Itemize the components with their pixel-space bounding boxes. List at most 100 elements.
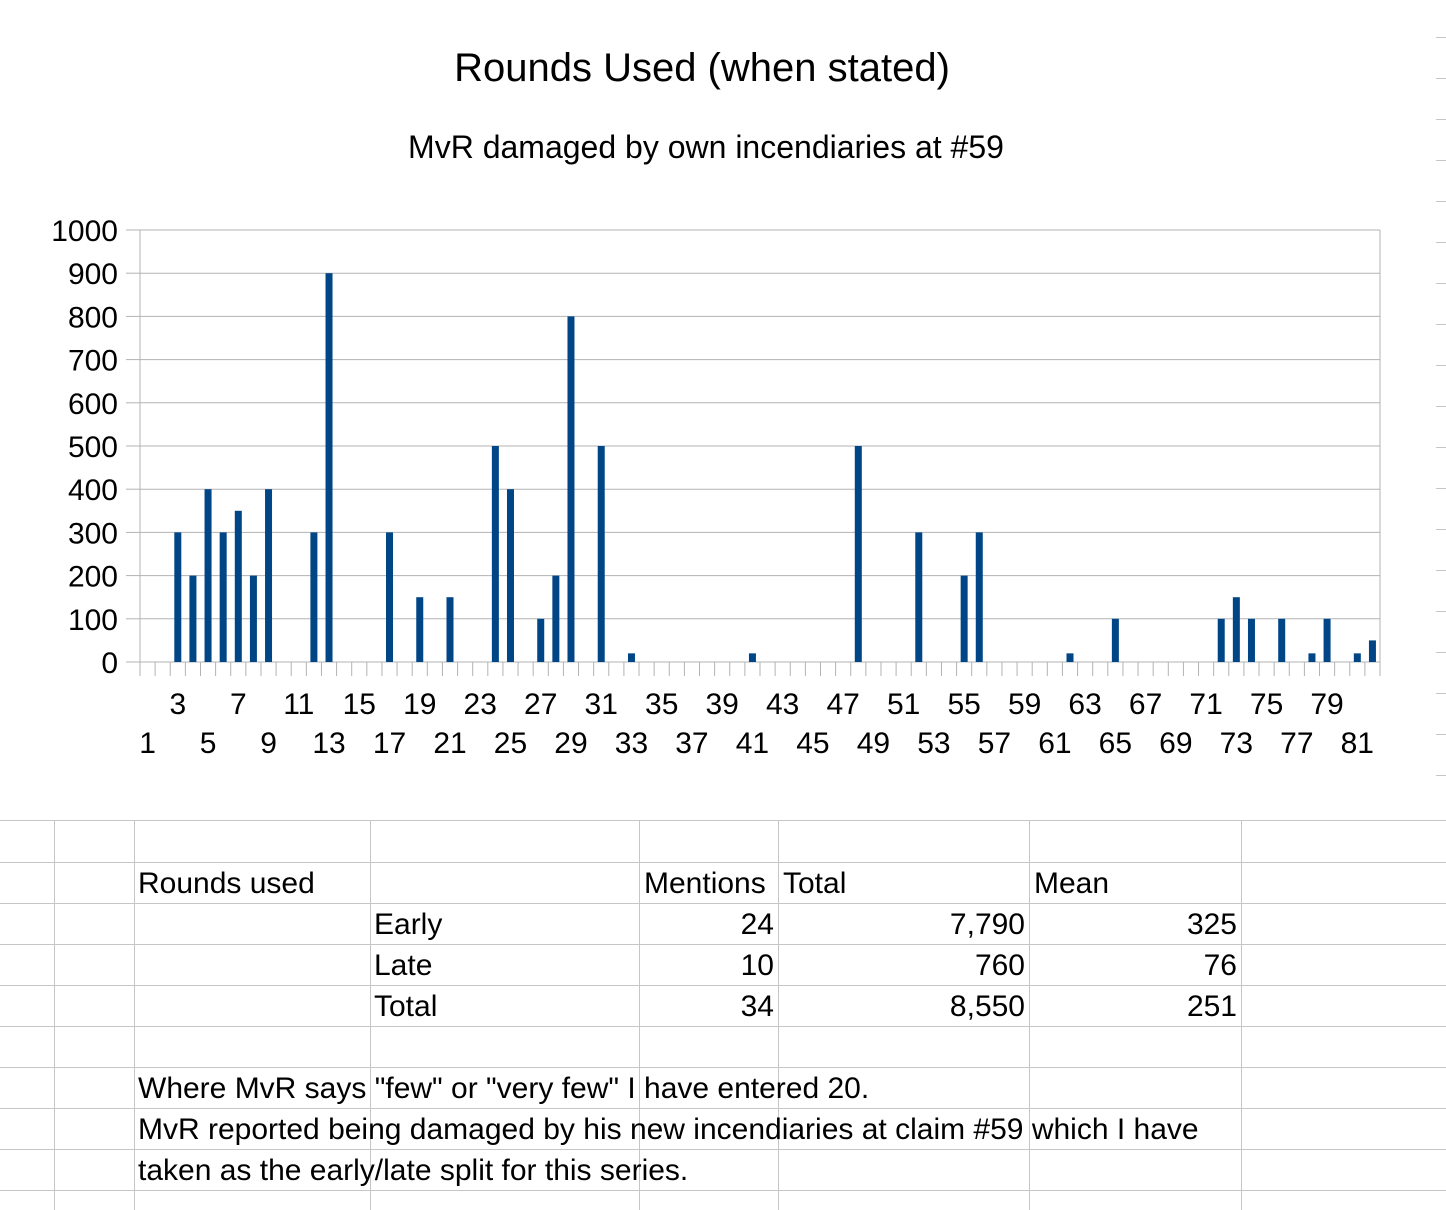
gridlines bbox=[139, 229, 1381, 663]
y-tick-label: 1000 bbox=[51, 215, 118, 248]
x-tick-label: 1 bbox=[139, 727, 156, 760]
grid-row-line bbox=[0, 1067, 1446, 1068]
y-tick-label: 600 bbox=[68, 388, 118, 421]
bar bbox=[1278, 618, 1286, 662]
bar bbox=[1111, 618, 1119, 662]
table-row-mentions[interactable]: 34 bbox=[740, 990, 774, 1023]
x-tick-label: 43 bbox=[766, 688, 799, 721]
grid-edge-tick bbox=[1436, 119, 1446, 120]
grid-col-line bbox=[134, 820, 135, 1210]
y-tick-label: 0 bbox=[101, 647, 118, 680]
table-row-label[interactable]: Early bbox=[374, 908, 443, 941]
grid-edge-tick bbox=[1436, 611, 1446, 612]
x-tick-label: 49 bbox=[857, 727, 890, 760]
bar bbox=[975, 532, 983, 662]
table-row-mentions[interactable]: 10 bbox=[740, 949, 774, 982]
x-tick-label: 73 bbox=[1220, 727, 1253, 760]
x-tick-label: 21 bbox=[433, 727, 466, 760]
x-tick-label: 11 bbox=[283, 688, 314, 721]
chart-title: Rounds Used (when stated) bbox=[454, 46, 950, 90]
grid-edge-tick bbox=[1436, 283, 1446, 284]
grid-edge-tick bbox=[1436, 365, 1446, 366]
x-tick-label: 69 bbox=[1159, 727, 1192, 760]
x-tick-label: 35 bbox=[645, 688, 678, 721]
x-tick-label: 41 bbox=[736, 727, 769, 760]
x-tick-label: 5 bbox=[200, 727, 217, 760]
y-tick-label: 100 bbox=[68, 604, 118, 637]
grid-col-line bbox=[778, 820, 779, 1210]
bar bbox=[597, 446, 605, 662]
grid-edge-tick bbox=[1436, 78, 1446, 79]
x-tick-label: 57 bbox=[978, 727, 1011, 760]
table-col-mean[interactable]: Mean bbox=[1034, 867, 1110, 900]
x-tick-label: 77 bbox=[1280, 727, 1313, 760]
note-line[interactable]: MvR reported being damaged by his new in… bbox=[138, 1113, 1199, 1146]
grid-col-line bbox=[639, 820, 640, 1210]
x-tick-label: 17 bbox=[373, 727, 406, 760]
y-tick-label: 500 bbox=[68, 431, 118, 464]
grid-edge-tick bbox=[1436, 734, 1446, 735]
grid-edge-tick bbox=[1436, 529, 1446, 530]
y-tick-label: 700 bbox=[68, 345, 118, 378]
grid-edge-tick bbox=[1436, 37, 1446, 38]
x-tick-label: 27 bbox=[524, 688, 557, 721]
table-row-total[interactable]: 760 bbox=[974, 949, 1025, 982]
grid-row-line bbox=[0, 944, 1446, 945]
x-tick-label: 71 bbox=[1189, 688, 1222, 721]
table-row-label[interactable]: Late bbox=[374, 949, 433, 982]
table-row-mean[interactable]: 325 bbox=[1186, 908, 1237, 941]
y-tick-label: 200 bbox=[68, 561, 118, 594]
bar bbox=[234, 510, 242, 662]
table-row-total[interactable]: 7,790 bbox=[949, 908, 1025, 941]
x-tick-label: 31 bbox=[585, 688, 618, 721]
x-tick-label: 65 bbox=[1099, 727, 1132, 760]
grid-edge-tick bbox=[1436, 447, 1446, 448]
grid-col-line bbox=[1029, 820, 1030, 1210]
grid-edge-tick bbox=[1436, 201, 1446, 202]
bar bbox=[1308, 653, 1316, 662]
table-row-label[interactable]: Total bbox=[374, 990, 438, 1023]
x-tick-label: 15 bbox=[343, 688, 376, 721]
grid-col-line bbox=[1241, 820, 1242, 1210]
bar bbox=[386, 532, 394, 662]
table-header-label[interactable]: Rounds used bbox=[138, 867, 315, 900]
x-tick-label: 9 bbox=[260, 727, 277, 760]
table-row-total[interactable]: 8,550 bbox=[949, 990, 1025, 1023]
bars bbox=[174, 273, 1376, 662]
bar bbox=[189, 575, 197, 662]
y-axis-ticks: 0 100 200 300 400 500 600 700 800 900 1000 bbox=[51, 215, 140, 680]
table-col-total[interactable]: Total bbox=[783, 867, 847, 900]
y-tick-label: 400 bbox=[68, 474, 118, 507]
grid-edge-tick bbox=[1436, 406, 1446, 407]
bar bbox=[325, 273, 333, 662]
bar bbox=[627, 653, 635, 662]
y-tick-label: 800 bbox=[68, 301, 118, 334]
grid-edge-tick bbox=[1436, 693, 1446, 694]
x-tick-label: 19 bbox=[403, 688, 436, 721]
grid-row-line bbox=[0, 820, 1446, 821]
table-row-mean[interactable]: 251 bbox=[1186, 990, 1237, 1023]
x-tick-label: 59 bbox=[1008, 688, 1041, 721]
x-tick-label: 33 bbox=[615, 727, 648, 760]
table-row-mentions[interactable]: 24 bbox=[740, 908, 774, 941]
grid-row-line bbox=[0, 903, 1446, 904]
bar bbox=[204, 489, 212, 662]
bar bbox=[249, 575, 257, 662]
grid-edge-tick bbox=[1436, 242, 1446, 243]
table-row-mean[interactable]: 76 bbox=[1203, 949, 1237, 982]
grid-row-line bbox=[0, 1190, 1446, 1191]
bar bbox=[552, 575, 560, 662]
bar bbox=[1217, 618, 1225, 662]
bar bbox=[537, 618, 545, 662]
grid-row-line bbox=[0, 985, 1446, 986]
grid-edge-tick bbox=[1436, 570, 1446, 571]
note-line[interactable]: taken as the early/late split for this s… bbox=[138, 1154, 689, 1187]
note-line[interactable]: Where MvR says "few" or "very few" I hav… bbox=[138, 1072, 870, 1105]
x-tick-label: 7 bbox=[230, 688, 247, 721]
x-tick-label: 51 bbox=[887, 688, 920, 721]
x-tick-label: 29 bbox=[554, 727, 587, 760]
grid-edge-tick bbox=[1436, 652, 1446, 653]
bar bbox=[416, 597, 424, 662]
table-col-mentions[interactable]: Mentions bbox=[644, 867, 766, 900]
x-tick-label: 53 bbox=[917, 727, 950, 760]
